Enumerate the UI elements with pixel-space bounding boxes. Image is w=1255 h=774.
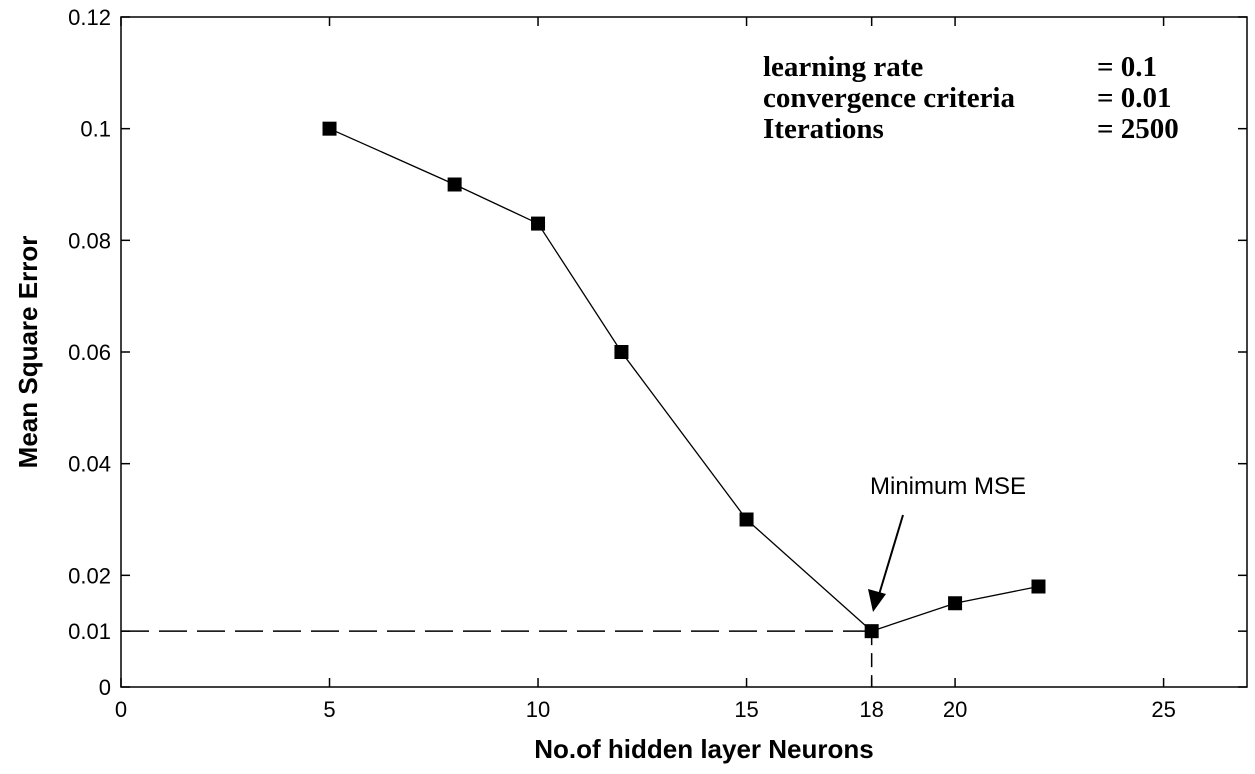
y-axis-title: Mean Square Error [13, 236, 43, 469]
y-tick-label: 0.02 [68, 563, 111, 588]
parameter-legend: learning rate = 0.1 convergence criteria… [763, 51, 1179, 145]
data-point-marker [447, 177, 462, 192]
data-point-marker [864, 624, 879, 639]
series-layer [322, 121, 1046, 639]
x-axis-title: No.of hidden layer Neurons [534, 734, 874, 764]
x-tick-label: 0 [115, 697, 127, 722]
y-tick-label: 0.12 [68, 5, 111, 30]
data-point-marker [948, 596, 963, 611]
plot-frame [120, 16, 1248, 688]
data-point-marker [531, 216, 546, 231]
x-axis-ticks: 0 5 10 15 18 20 25 [115, 17, 1176, 722]
y-axis-ticks: 0 0.01 0.02 0.04 0.06 0.08 0.1 0.12 [68, 5, 1247, 700]
param-convergence-value: = 0.01 [1097, 82, 1172, 114]
y-tick-label: 0 [99, 675, 111, 700]
series-line [329, 128, 1039, 632]
annotation-label: Minimum MSE [870, 473, 1026, 500]
y-tick-label: 0.01 [68, 619, 111, 644]
annotation-arrow-head [868, 589, 886, 612]
param-learning-rate-value: = 0.1 [1097, 51, 1157, 83]
y-tick-label: 0.1 [80, 117, 111, 142]
min-mse-annotation: Minimum MSE [868, 473, 1026, 612]
x-tick-label: 10 [526, 697, 550, 722]
y-tick-label: 0.08 [68, 228, 111, 253]
x-tick-label: 15 [734, 697, 758, 722]
y-tick-label: 0.04 [68, 452, 111, 477]
x-tick-label: 18 [859, 697, 883, 722]
reference-lines [121, 630, 873, 687]
data-point-marker [614, 345, 629, 359]
x-tick-label: 25 [1151, 697, 1175, 722]
param-iterations-value: = 2500 [1097, 113, 1179, 145]
y-tick-label: 0.06 [68, 340, 111, 365]
param-convergence-label: convergence criteria [763, 82, 1015, 114]
annotation-arrow-shaft [877, 514, 904, 599]
data-point-marker [739, 512, 754, 527]
param-learning-rate-label: learning rate [763, 51, 923, 83]
x-tick-label: 5 [323, 697, 335, 722]
data-point-marker [1031, 579, 1046, 594]
x-tick-label: 20 [943, 697, 967, 722]
param-iterations-label: Iterations [763, 113, 884, 145]
data-point-marker [322, 121, 337, 136]
